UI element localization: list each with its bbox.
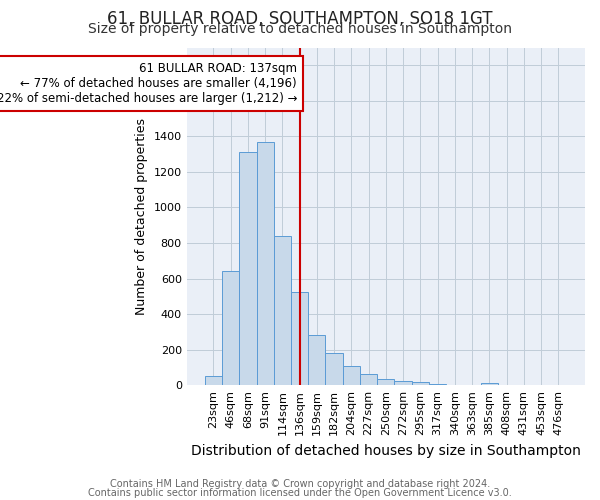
Text: 61 BULLAR ROAD: 137sqm
← 77% of detached houses are smaller (4,196)
22% of semi-: 61 BULLAR ROAD: 137sqm ← 77% of detached… <box>0 62 297 104</box>
Bar <box>257 142 274 385</box>
Bar <box>308 336 325 385</box>
Bar <box>239 152 257 385</box>
Bar <box>325 353 343 385</box>
Bar <box>429 384 446 385</box>
Text: Contains public sector information licensed under the Open Government Licence v3: Contains public sector information licen… <box>88 488 512 498</box>
Bar <box>291 292 308 385</box>
X-axis label: Distribution of detached houses by size in Southampton: Distribution of detached houses by size … <box>191 444 581 458</box>
Bar <box>205 376 222 385</box>
Bar <box>481 384 498 385</box>
Y-axis label: Number of detached properties: Number of detached properties <box>135 118 148 315</box>
Bar <box>360 374 377 385</box>
Bar <box>412 382 429 385</box>
Bar <box>343 366 360 385</box>
Bar <box>222 272 239 385</box>
Text: Size of property relative to detached houses in Southampton: Size of property relative to detached ho… <box>88 22 512 36</box>
Bar <box>274 236 291 385</box>
Text: Contains HM Land Registry data © Crown copyright and database right 2024.: Contains HM Land Registry data © Crown c… <box>110 479 490 489</box>
Text: 61, BULLAR ROAD, SOUTHAMPTON, SO18 1GT: 61, BULLAR ROAD, SOUTHAMPTON, SO18 1GT <box>107 10 493 28</box>
Bar <box>394 380 412 385</box>
Bar <box>377 379 394 385</box>
